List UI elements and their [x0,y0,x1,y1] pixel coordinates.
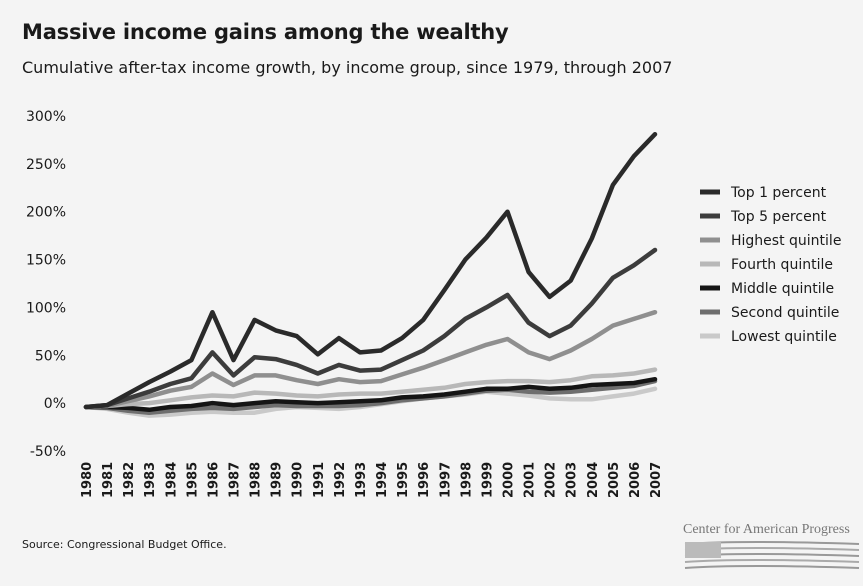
y-tick-label: 0% [44,396,66,412]
legend-label: Middle quintile [731,281,834,297]
series-line-middle-quintile [83,376,658,413]
x-tick-label: 1988 [249,462,264,498]
x-tick-label: 2005 [607,462,622,498]
x-tick-label: 1980 [80,462,95,498]
y-tick-label: 150% [26,253,66,269]
series-lines [83,131,658,418]
series-line-fourth-quintile [83,367,658,410]
chart-title: Massive income gains among the wealthy [22,20,509,44]
x-tick-label: 1984 [164,462,179,498]
legend-label: Highest quintile [731,233,841,249]
cap-logo: Center for American Progress [683,522,861,574]
chart-subtitle: Cumulative after-tax income growth, by i… [22,58,673,77]
x-tick-label: 2000 [501,462,516,498]
x-tick-label: 2004 [586,462,601,498]
x-tick-label: 1991 [312,462,327,498]
x-tick-label: 2001 [523,462,538,498]
legend-label: Fourth quintile [731,257,833,273]
source-note: Source: Congressional Budget Office. [22,538,227,551]
x-tick-label: 1981 [101,462,116,498]
x-tick-label: 1987 [228,462,243,498]
legend-label: Second quintile [731,305,839,321]
y-tick-label: 300% [26,109,66,125]
logo-text: Center for American Progress [683,522,850,537]
x-tick-label: 1998 [459,462,474,498]
series-line-second-quintile [83,378,658,415]
x-tick-label: 1990 [291,462,306,498]
x-axis: 1980 1981 1982 1983 1984 1985 1986 1987 1988 1989… [80,462,664,498]
legend-label: Top 5 percent [730,209,827,225]
x-tick-label: 2007 [649,462,664,498]
x-tick-label: 2002 [544,462,559,498]
x-tick-label: 1993 [354,462,369,498]
x-tick-label: 1985 [185,462,200,498]
x-tick-label: 1986 [206,462,221,498]
x-tick-label: 1983 [143,462,158,498]
x-tick-label: 1989 [270,462,285,498]
legend-label: Top 1 percent [730,185,827,201]
x-tick-label: 2003 [565,462,580,498]
series-line-highest-quintile [83,309,658,410]
y-tick-label: 50% [35,348,66,364]
x-tick-label: 2006 [628,462,643,498]
legend-label: Lowest quintile [731,329,837,345]
y-tick-label: 250% [26,157,66,173]
y-tick-label: 100% [26,300,66,316]
x-tick-label: 1997 [438,462,453,498]
flag-stripes-icon [684,541,860,569]
x-tick-label: 1994 [375,462,390,498]
x-tick-label: 1999 [480,462,495,498]
x-tick-label: 1995 [396,462,411,498]
x-tick-label: 1982 [122,462,137,498]
series-line-top-5-percent [83,247,658,410]
x-tick-label: 1996 [417,462,432,498]
y-axis: 300% 250% 200% 150% 100% 50% 0% -50% [26,109,66,460]
series-line-top-1-percent [83,131,658,410]
legend: Top 1 percent Top 5 percent Highest quinti… [700,185,841,345]
x-tick-label: 1992 [333,462,348,498]
y-tick-label: -50% [30,444,66,460]
y-tick-label: 200% [26,205,66,221]
